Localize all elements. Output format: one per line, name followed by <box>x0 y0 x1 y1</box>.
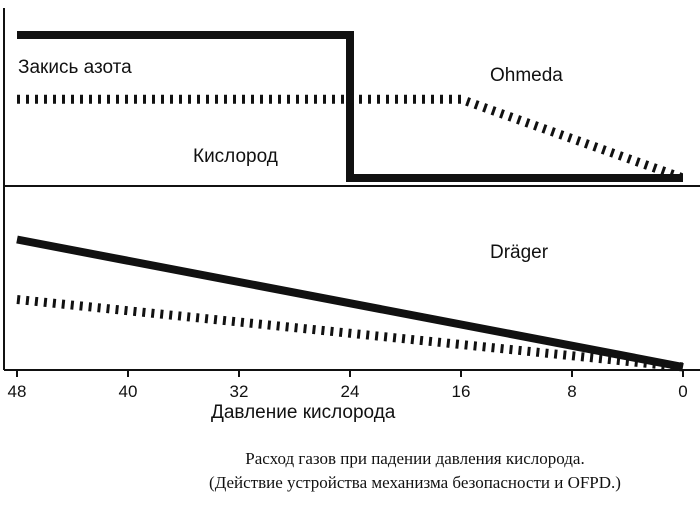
drager-panel: Dräger <box>16 235 684 372</box>
ohmeda-oxygen-line <box>17 94 685 183</box>
x-tick-label-16: 16 <box>452 382 471 401</box>
ohmeda-nitrous-oxide-line <box>17 31 683 182</box>
chart-frame <box>3 8 700 371</box>
ohmeda-oxygen-label: Кислород <box>193 146 278 167</box>
flow-chart: Закись азота Кислород Ohmeda Dräger 48 40… <box>3 8 700 401</box>
x-axis-title: Давление кислорода <box>211 402 396 423</box>
figure-caption-line-2: (Действие устройства механизма безопасно… <box>209 473 621 492</box>
drager-solid-line <box>16 235 684 371</box>
ohmeda-panel-title: Ohmeda <box>490 65 563 86</box>
x-tick-label-40: 40 <box>119 382 138 401</box>
x-axis-ticks: 48 40 32 24 16 8 0 <box>8 370 688 401</box>
drager-dotted-line <box>16 295 684 372</box>
ohmeda-nitrous-oxide-label: Закись азота <box>18 57 132 78</box>
drager-panel-title: Dräger <box>490 242 549 263</box>
x-tick-label-48: 48 <box>8 382 27 401</box>
x-tick-label-24: 24 <box>341 382 360 401</box>
x-tick-label-8: 8 <box>567 382 576 401</box>
figure-caption-line-1: Расход газов при падении давления кислор… <box>245 449 585 468</box>
x-tick-label-32: 32 <box>230 382 249 401</box>
x-tick-label-0: 0 <box>678 382 687 401</box>
ohmeda-panel: Закись азота Кислород Ohmeda <box>17 31 685 183</box>
